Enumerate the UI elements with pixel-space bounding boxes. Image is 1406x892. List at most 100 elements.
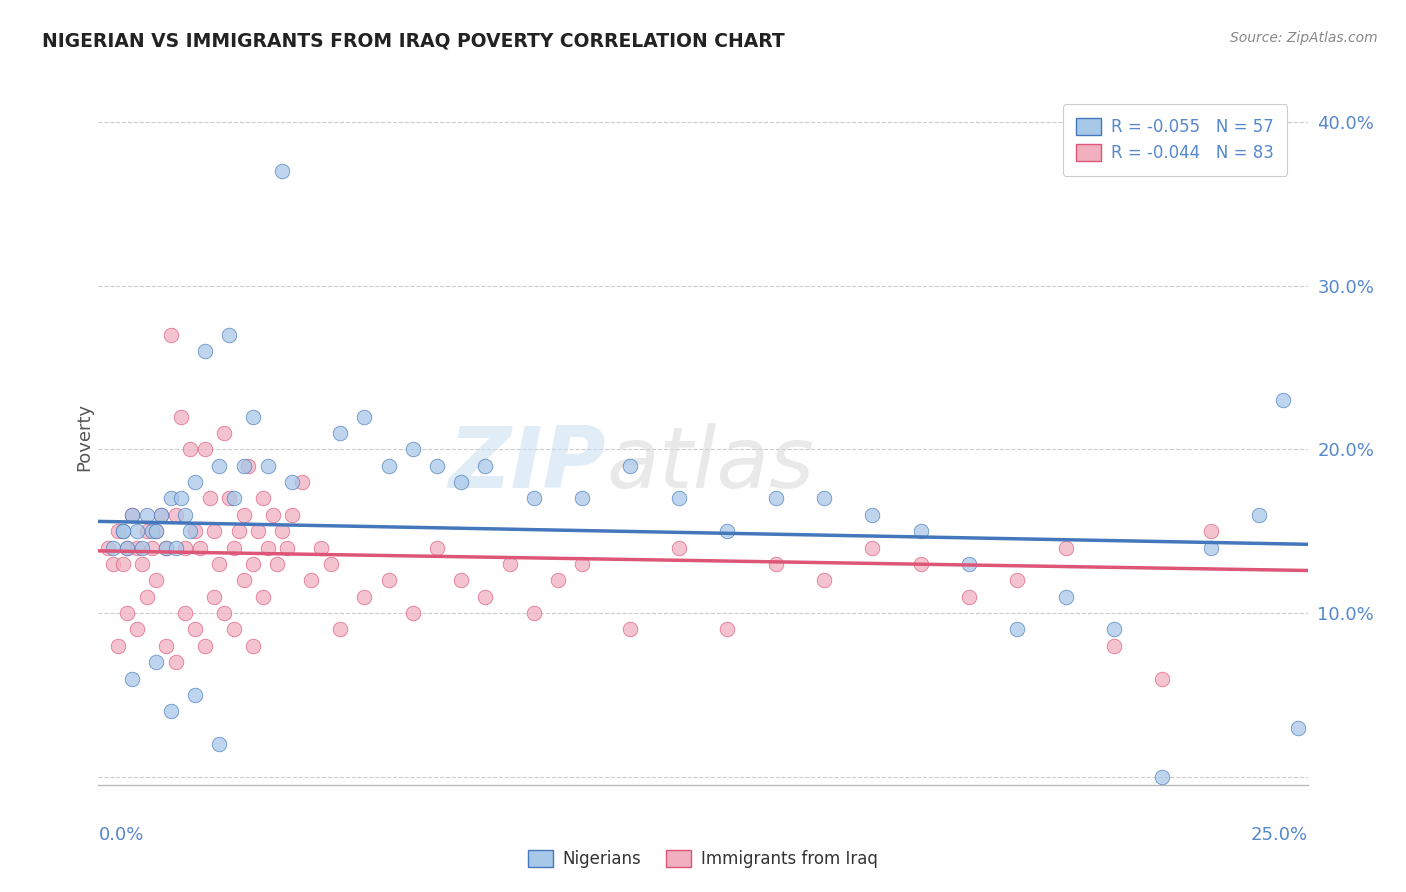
Point [765, 557, 787, 571]
Point [194, 344, 217, 359]
Point [111, 524, 134, 539]
Point [101, 541, 124, 555]
Point [184, 623, 207, 637]
Point [353, 590, 375, 604]
Text: NIGERIAN VS IMMIGRANTS FROM IRAQ POVERTY CORRELATION CHART: NIGERIAN VS IMMIGRANTS FROM IRAQ POVERTY… [42, 31, 785, 50]
Point [150, 508, 173, 522]
Point [262, 508, 284, 522]
Point [281, 475, 304, 489]
Point [208, 557, 231, 571]
Point [256, 458, 278, 473]
Point [860, 541, 883, 555]
Point [204, 590, 226, 604]
Point [1199, 541, 1222, 555]
Point [111, 557, 134, 571]
Point [179, 442, 201, 457]
Point [619, 458, 641, 473]
Point [165, 541, 187, 555]
Point [571, 557, 593, 571]
Point [619, 623, 641, 637]
Point [160, 704, 183, 718]
Point [194, 442, 217, 457]
Point [107, 639, 129, 653]
Point [668, 491, 690, 506]
Point [860, 508, 883, 522]
Point [204, 524, 226, 539]
Point [101, 557, 124, 571]
Point [290, 475, 312, 489]
Point [232, 458, 254, 473]
Point [523, 606, 546, 620]
Point [1007, 574, 1029, 588]
Point [97, 541, 120, 555]
Point [169, 491, 191, 506]
Point [188, 541, 211, 555]
Point [329, 623, 352, 637]
Point [127, 524, 149, 539]
Point [174, 541, 197, 555]
Point [716, 524, 738, 539]
Point [1152, 770, 1174, 784]
Point [309, 541, 332, 555]
Point [131, 557, 153, 571]
Point [155, 639, 177, 653]
Point [426, 541, 449, 555]
Point [319, 557, 342, 571]
Point [266, 557, 288, 571]
Text: atlas: atlas [606, 424, 814, 507]
Point [127, 623, 149, 637]
Point [957, 557, 980, 571]
Point [160, 491, 183, 506]
Point [813, 574, 835, 588]
Point [107, 524, 129, 539]
Point [256, 541, 278, 555]
Text: 0.0%: 0.0% [98, 826, 143, 844]
Point [135, 590, 157, 604]
Point [232, 574, 254, 588]
Point [145, 524, 167, 539]
Point [1007, 623, 1029, 637]
Y-axis label: Poverty: Poverty [76, 403, 94, 471]
Point [131, 541, 153, 555]
Point [910, 524, 932, 539]
Point [1102, 639, 1125, 653]
Point [910, 557, 932, 571]
Text: Source: ZipAtlas.com: Source: ZipAtlas.com [1230, 31, 1378, 45]
Text: ZIP: ZIP [449, 424, 606, 507]
Point [135, 524, 157, 539]
Point [184, 524, 207, 539]
Point [212, 606, 235, 620]
Point [813, 491, 835, 506]
Point [184, 475, 207, 489]
Point [329, 425, 352, 440]
Point [1054, 590, 1077, 604]
Point [208, 458, 231, 473]
Point [165, 655, 187, 669]
Point [174, 606, 197, 620]
Point [252, 491, 274, 506]
Point [377, 458, 399, 473]
Point [222, 491, 245, 506]
Point [121, 508, 143, 522]
Point [111, 524, 134, 539]
Point [155, 541, 177, 555]
Point [141, 524, 163, 539]
Point [238, 458, 260, 473]
Point [716, 623, 738, 637]
Point [571, 491, 593, 506]
Point [228, 524, 250, 539]
Point [498, 557, 520, 571]
Point [377, 574, 399, 588]
Point [218, 327, 240, 342]
Point [353, 409, 375, 424]
Text: 25.0%: 25.0% [1250, 826, 1308, 844]
Point [145, 655, 167, 669]
Point [668, 541, 690, 555]
Point [271, 164, 294, 178]
Point [276, 541, 298, 555]
Point [135, 508, 157, 522]
Point [1054, 541, 1077, 555]
Point [145, 524, 167, 539]
Point [450, 475, 472, 489]
Point [281, 508, 304, 522]
